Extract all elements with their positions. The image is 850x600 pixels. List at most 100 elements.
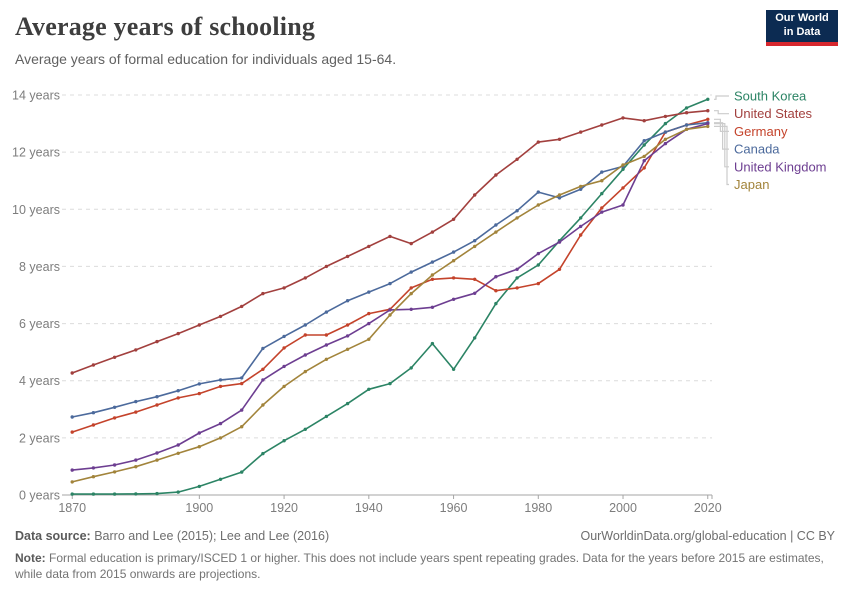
series-point-united-kingdom-1925 — [303, 353, 307, 357]
series-point-united-states-2000 — [621, 116, 625, 120]
series-point-south-korea-1895 — [176, 490, 180, 494]
series-point-south-korea-1925 — [303, 427, 307, 431]
series-point-south-korea-1935 — [345, 401, 350, 406]
series-point-canada-1950 — [409, 270, 413, 274]
series-point-canada-1955 — [430, 260, 435, 264]
legend-label-united-states[interactable]: United States — [734, 106, 813, 121]
series-point-germany-1940 — [367, 311, 371, 316]
y-tick-label-8: 8 years — [19, 260, 60, 274]
x-tick-label-2000: 2000 — [609, 501, 637, 515]
series-point-united-kingdom-1945 — [388, 308, 392, 312]
series-point-germany-1935 — [345, 323, 350, 327]
series-point-united-kingdom-1885 — [134, 458, 138, 462]
series-line-united-kingdom[interactable] — [72, 122, 709, 471]
series-point-united-kingdom-1910 — [240, 408, 244, 412]
series-point-germany-1990 — [579, 233, 583, 237]
legend-label-canada[interactable]: Canada — [734, 142, 780, 157]
legend-label-germany[interactable]: Germany — [734, 124, 788, 139]
series-point-japan-1875 — [91, 475, 96, 479]
chart-header: Average years of schooling Average years… — [15, 12, 755, 67]
owid-logo-line1: Our World — [775, 12, 829, 25]
series-point-germany-1975 — [515, 286, 519, 290]
series-point-japan-1870 — [70, 480, 74, 484]
series-point-japan-1965 — [473, 244, 477, 249]
series-line-south-korea[interactable] — [72, 98, 709, 495]
series-point-germany-1915 — [261, 367, 265, 371]
series-point-japan-1895 — [176, 451, 180, 455]
series-point-japan-1955 — [430, 273, 435, 277]
series-point-south-korea-2020 — [706, 97, 710, 102]
series-point-canada-1885 — [134, 399, 138, 404]
series-point-united-states-1950 — [409, 241, 413, 246]
chart-footer: Data source: Barro and Lee (2015); Lee a… — [15, 529, 835, 582]
series-line-canada[interactable] — [72, 121, 708, 418]
legend-label-united-kingdom[interactable]: United Kingdom — [734, 159, 827, 174]
series-point-germany-1955 — [430, 277, 435, 281]
series-point-japan-1900 — [197, 445, 201, 449]
series-point-canada-1975 — [515, 209, 519, 213]
series-point-germany-1870 — [70, 430, 74, 434]
series-point-united-states-1985 — [557, 137, 562, 141]
series-point-united-kingdom-1935 — [345, 334, 350, 338]
owid-logo-line2: in Data — [783, 26, 821, 38]
legend-label-south-korea[interactable]: South Korea — [734, 89, 807, 104]
series-point-united-states-1895 — [176, 331, 180, 336]
x-tick-label-1940: 1940 — [355, 501, 383, 515]
series-line-united-states[interactable] — [71, 109, 708, 374]
legend-label-japan[interactable]: Japan — [734, 177, 769, 192]
series-point-canada-1895 — [176, 389, 180, 393]
series-point-canada-2015 — [684, 123, 689, 127]
series-point-japan-1880 — [112, 470, 117, 474]
series-point-japan-1980 — [536, 203, 540, 207]
series-point-germany-1960 — [451, 276, 456, 280]
y-tick-label-12: 12 years — [12, 146, 60, 160]
series-point-south-korea-1960 — [451, 367, 456, 371]
series-point-germany-1920 — [282, 346, 286, 350]
series-point-germany-1905 — [218, 384, 223, 389]
series-point-japan-1920 — [282, 384, 286, 389]
owid-logo[interactable]: Our World in Data — [766, 10, 838, 46]
series-point-united-states-1965 — [473, 193, 477, 197]
series-point-united-kingdom-2000 — [621, 203, 625, 207]
series-point-united-states-1890 — [155, 339, 159, 344]
y-tick-label-14: 14 years — [12, 89, 60, 103]
footnote-label: Note: — [15, 551, 46, 565]
series-point-germany-2000 — [621, 186, 625, 190]
series-point-japan-1970 — [494, 230, 498, 234]
data-source-label: Data source: — [15, 529, 91, 543]
x-tick-label-1870: 1870 — [58, 501, 86, 515]
series-point-south-korea-1945 — [388, 381, 392, 386]
series-point-germany-1875 — [91, 423, 96, 427]
series-point-united-kingdom-1970 — [494, 275, 498, 279]
y-tick-label-4: 4 years — [19, 374, 60, 388]
series-point-united-kingdom-1965 — [473, 291, 477, 295]
series-point-japan-1975 — [515, 216, 519, 220]
series-point-japan-1935 — [345, 347, 350, 351]
series-point-united-kingdom-1940 — [367, 321, 371, 326]
series-point-south-korea-1910 — [240, 470, 244, 474]
legend-connector-united-states — [714, 110, 729, 115]
series-point-south-korea-1880 — [112, 492, 117, 496]
series-point-canada-1965 — [473, 239, 477, 243]
series-point-united-kingdom-1920 — [282, 364, 286, 369]
series-point-united-states-1910 — [240, 304, 244, 309]
series-point-south-korea-1990 — [579, 216, 583, 220]
series-point-united-states-1995 — [600, 123, 604, 127]
series-line-japan[interactable] — [72, 125, 708, 483]
series-point-south-korea-1875 — [91, 492, 96, 496]
owid-link[interactable]: OurWorldinData.org/global-education | CC… — [580, 529, 835, 543]
series-point-united-states-1875 — [91, 363, 96, 367]
y-tick-label-2: 2 years — [19, 431, 60, 445]
series-point-japan-2020 — [706, 124, 710, 129]
series-point-united-states-1880 — [112, 355, 117, 359]
series-point-united-states-2005 — [642, 119, 646, 123]
series-point-south-korea-1950 — [409, 366, 413, 370]
series-point-canada-1920 — [282, 334, 286, 339]
legend-connector-canada — [714, 122, 729, 150]
footnote: Note: Formal education is primary/ISCED … — [15, 550, 831, 582]
series-point-united-states-1975 — [515, 157, 519, 161]
series-point-united-states-1940 — [367, 244, 371, 249]
series-point-united-kingdom-1930 — [324, 343, 329, 347]
series-point-united-states-1930 — [324, 264, 329, 269]
